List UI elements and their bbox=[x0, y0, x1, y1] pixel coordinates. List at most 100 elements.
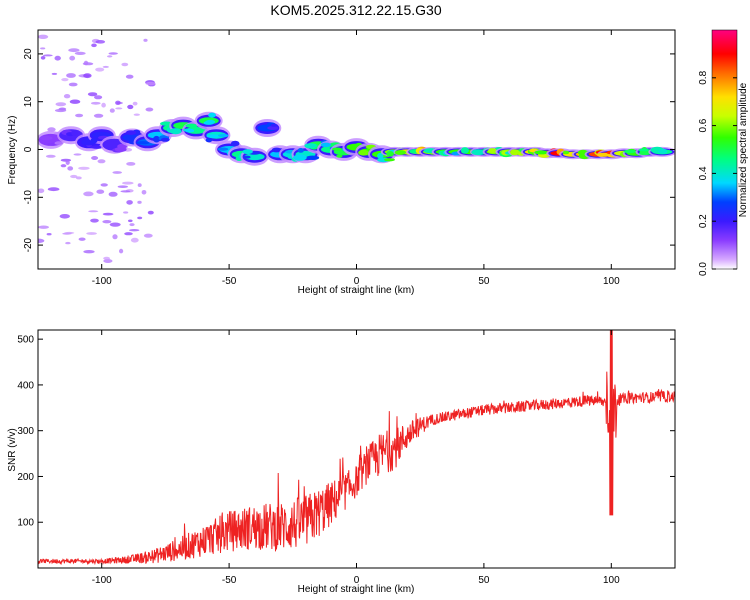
snr-y-label: SNR (v/v) bbox=[7, 428, 18, 471]
spectrogram-cell bbox=[510, 149, 520, 156]
spectrogram-noise-speck bbox=[101, 102, 106, 108]
spectrogram-noise-speck bbox=[108, 191, 118, 197]
figure-title: KOM5.2025.312.22.15.G30 bbox=[270, 2, 441, 18]
spectrogram-cell bbox=[562, 150, 570, 155]
spectrogram-cell bbox=[488, 148, 497, 154]
spectrogram-noise-speck bbox=[91, 156, 99, 160]
snr-panel: -100 -50 0 50 100 100 200 300 400 500 Height of … bbox=[7, 329, 676, 595]
colorbar-tick-label: 0.4 bbox=[698, 166, 709, 180]
snr-y-tick-label: 500 bbox=[17, 335, 34, 346]
snr-y-tick-label: 100 bbox=[17, 518, 34, 529]
spectrogram-cell bbox=[534, 150, 549, 155]
spectrogram-cell bbox=[271, 147, 282, 153]
spectrogram-cell bbox=[394, 150, 407, 155]
spectrogram-cell bbox=[320, 142, 331, 148]
spectrogram-cell bbox=[336, 154, 343, 158]
spectrogram-cell bbox=[471, 149, 486, 156]
snr-series-line bbox=[38, 330, 675, 566]
colorbar-ticks: 0.0 0.2 0.4 0.6 0.8 bbox=[698, 70, 737, 276]
spectrogram-noise-speck bbox=[61, 78, 69, 82]
spectrogram-cell bbox=[638, 148, 650, 152]
spectrogram-cell bbox=[230, 140, 240, 147]
spectrogram-cell bbox=[242, 149, 253, 155]
spectrogram-noise-speck bbox=[38, 188, 45, 194]
spectrogram-noise-speck bbox=[45, 154, 56, 158]
spectrogram-cell bbox=[384, 158, 395, 162]
spectrogram-cell bbox=[305, 155, 320, 160]
spectrogram-noise-speck bbox=[74, 51, 86, 56]
spectrogram-noise-speck bbox=[83, 73, 92, 79]
spectrogram-y-tick-label: -20 bbox=[23, 237, 34, 252]
snr-x-tick-label: 100 bbox=[603, 575, 620, 586]
snr-y-tick-label: 300 bbox=[17, 426, 34, 437]
spectrogram-noise-speck bbox=[103, 256, 110, 260]
spectrogram-cell bbox=[358, 149, 370, 156]
spectrogram-noise-speck bbox=[108, 52, 118, 55]
snr-frame bbox=[37, 329, 676, 569]
spectrogram-noise-speck bbox=[102, 212, 114, 216]
spectrogram-cell bbox=[54, 141, 63, 145]
spectrogram-cell bbox=[460, 147, 469, 154]
spectrogram-noise-speck bbox=[95, 40, 106, 44]
spectrogram-noise-speck bbox=[60, 158, 72, 162]
spectrogram-noise-speck bbox=[78, 237, 86, 241]
spectrogram-noise-speck bbox=[115, 100, 121, 106]
spectrogram-noise-speck bbox=[107, 55, 113, 58]
spectrogram-noise-speck bbox=[102, 220, 112, 224]
spectrogram-noise-speck bbox=[47, 127, 56, 132]
spectrogram-noise-speck bbox=[87, 92, 98, 97]
spectrogram-noise-speck bbox=[65, 160, 70, 166]
spectrogram-noise-speck bbox=[54, 108, 67, 113]
spectrogram-cell bbox=[169, 128, 182, 135]
spectrogram-noise-speck bbox=[96, 189, 105, 194]
colorbar-tick-label: 0.2 bbox=[698, 214, 709, 228]
spectrogram-noise-speck bbox=[59, 214, 70, 219]
spectrogram-noise-speck bbox=[143, 233, 153, 238]
spectrogram-noise-speck bbox=[90, 101, 101, 105]
spectrogram-noise-speck bbox=[83, 250, 95, 254]
spectrogram-cell bbox=[160, 137, 170, 142]
spectrogram-cell bbox=[39, 135, 53, 141]
spectrogram-noise-speck bbox=[91, 43, 97, 48]
spectrogram-x-tick-label: 0 bbox=[354, 276, 360, 287]
spectrogram-noise-speck bbox=[67, 166, 74, 171]
spectrogram-cell bbox=[185, 123, 198, 128]
spectrogram-noise-speck bbox=[125, 74, 134, 79]
spectrogram-noise-speck bbox=[145, 81, 156, 86]
spectrogram-noise-speck bbox=[65, 241, 71, 245]
spectrogram-x-tick-label: -50 bbox=[222, 276, 237, 287]
spectrogram-cell bbox=[205, 138, 213, 143]
spectrogram-cell bbox=[185, 128, 195, 133]
spectrogram-noise-speck bbox=[95, 67, 105, 72]
spectrogram-noise-speck bbox=[46, 233, 52, 236]
spectrogram-noise-speck bbox=[103, 259, 113, 263]
spectrogram-y-label: Frequency (Hz) bbox=[7, 116, 18, 185]
colorbar-label: Normalized spectral amplitude bbox=[738, 82, 749, 217]
spectrogram-cell bbox=[267, 126, 279, 130]
colorbar: 0.0 0.2 0.4 0.6 0.8 Normalized spectral ampl… bbox=[698, 29, 749, 276]
spectrogram-noise-speck bbox=[112, 171, 122, 174]
spectrogram-noise-speck bbox=[75, 176, 82, 180]
spectrogram-noise-speck bbox=[38, 225, 49, 229]
spectrogram-noise-speck bbox=[137, 183, 142, 188]
spectrogram-noise-speck bbox=[47, 187, 60, 192]
spectrogram-y-tick-label: -10 bbox=[23, 190, 34, 205]
spectrogram-cell bbox=[71, 130, 79, 137]
spectrogram-noise-speck bbox=[75, 113, 84, 118]
spectrogram-noise-speck bbox=[40, 47, 46, 50]
spectrogram-noise-speck bbox=[109, 222, 121, 227]
spectrogram-y-ticks: -20 -10 0 10 20 bbox=[23, 48, 675, 252]
spectrogram-noise-speck bbox=[83, 60, 89, 66]
spectrogram-x-label: Height of straight line (km) bbox=[298, 285, 415, 296]
spectrogram-noise-speck bbox=[145, 107, 154, 112]
spectrogram-noise-speck bbox=[83, 191, 94, 197]
spectrogram-noise-speck bbox=[40, 56, 46, 60]
spectrogram-cell bbox=[117, 143, 127, 149]
spectrogram-noise-speck bbox=[100, 183, 108, 187]
spectrogram-noise-speck bbox=[102, 65, 110, 68]
colorbar-bar bbox=[711, 29, 738, 270]
spectrogram-noise-speck bbox=[86, 232, 97, 235]
snr-y-tick-label: 200 bbox=[17, 472, 34, 483]
